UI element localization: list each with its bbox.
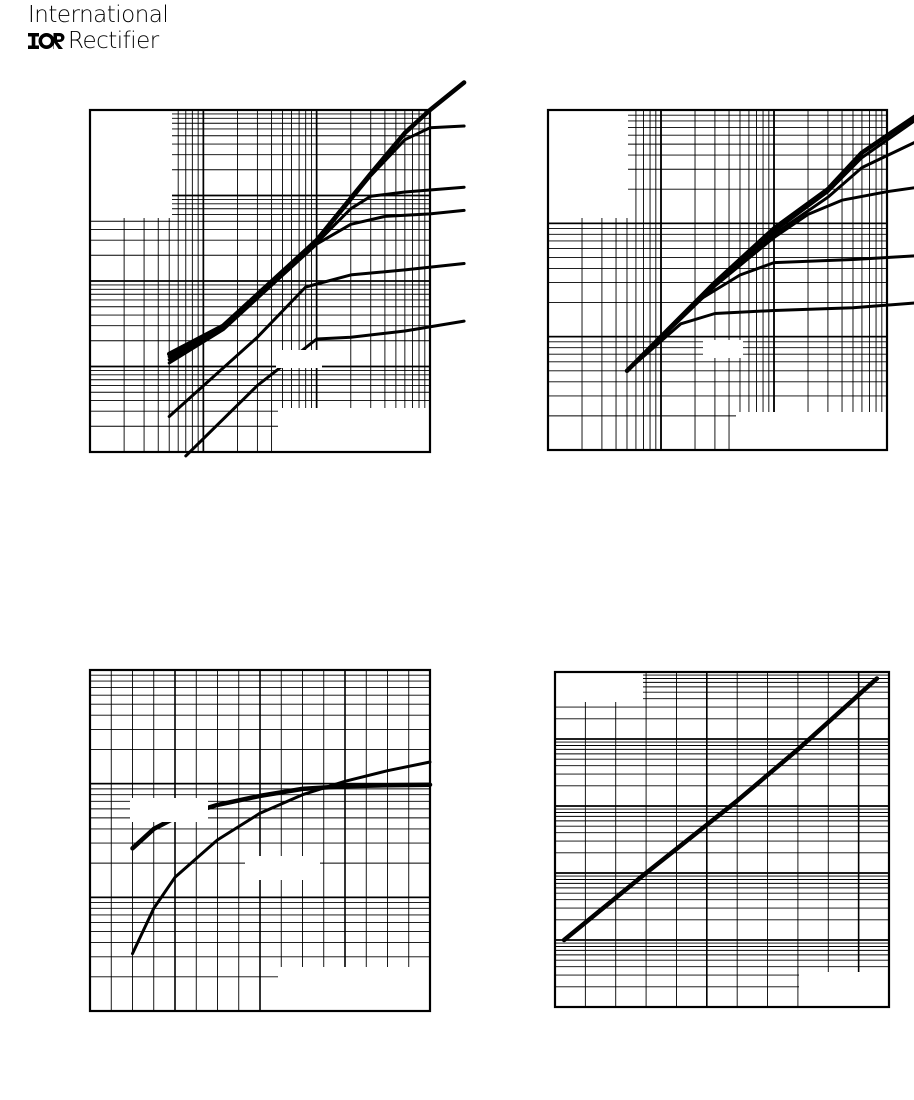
plot-frame: [88, 108, 432, 454]
chart-transfer-characteristics: [88, 668, 433, 1013]
data-series-line: [184, 319, 466, 458]
data-series-line: [561, 676, 880, 943]
brand-name-line1: International: [28, 2, 169, 28]
label-area-blank: [736, 412, 887, 450]
label-area-blank: [555, 672, 643, 702]
curve-label-blank: [276, 350, 322, 368]
ior-logo-mark-icon: [28, 31, 66, 51]
data-series-line: [131, 760, 432, 956]
label-area-blank: [548, 110, 628, 218]
plot-frame: [88, 668, 432, 1013]
curve-label-blank: [703, 340, 743, 358]
chart-log-linear-bottom-right: [553, 670, 891, 1009]
data-series-line: [625, 254, 914, 373]
plot-frame: [546, 108, 889, 452]
chart-output-characteristics-top-right: [546, 108, 914, 452]
curve-label-blank: [130, 798, 208, 822]
chart-output-characteristics-top-left: [88, 80, 467, 458]
data-series-line: [130, 782, 433, 851]
label-area-blank: [799, 972, 889, 1007]
plot-frame: [553, 670, 891, 1009]
data-series-line: [625, 186, 914, 373]
label-area-blank: [278, 967, 430, 1011]
data-series-line: [625, 301, 914, 373]
data-series-line: [167, 262, 466, 418]
label-area-blank: [278, 408, 430, 452]
brand-name-line2: Rectifier: [68, 28, 159, 54]
international-rectifier-logo: International Rectifier: [28, 0, 169, 60]
label-area-blank: [90, 110, 172, 218]
curve-label-blank: [245, 856, 320, 880]
